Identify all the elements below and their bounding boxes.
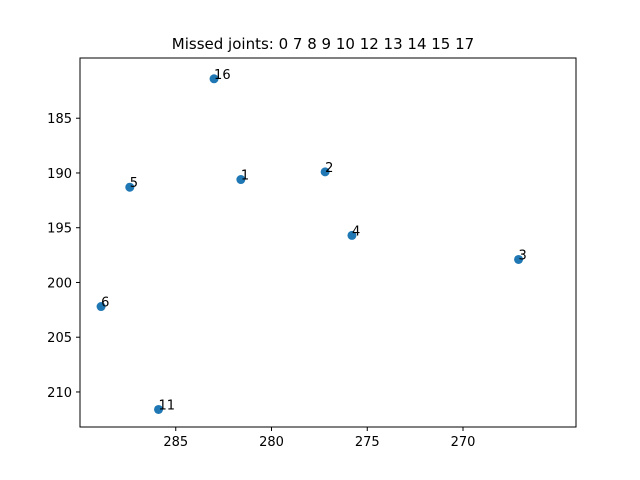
point-label: 11 (159, 398, 176, 413)
data-point (154, 404, 164, 414)
y-tick-label: 195 (47, 222, 72, 237)
point-label: 5 (130, 176, 138, 191)
point-labels: 16 1 2 5 4 3 6 11 (101, 68, 527, 414)
plot-area-frame (79, 57, 577, 428)
point-label: 4 (352, 224, 360, 239)
point-label: 3 (519, 248, 527, 263)
y-tick-label: 190 (47, 167, 72, 182)
data-points (96, 74, 524, 414)
data-point (209, 74, 219, 84)
point-label: 1 (241, 169, 249, 184)
data-point (347, 230, 357, 240)
data-point (320, 167, 330, 177)
x-tick-label: 275 (355, 435, 380, 450)
y-tick-label: 200 (47, 276, 72, 291)
point-label: 2 (325, 161, 333, 176)
data-point (514, 254, 524, 264)
point-label: 6 (101, 296, 109, 311)
data-point (125, 182, 135, 192)
x-tick-label: 285 (163, 435, 188, 450)
y-tick-label: 205 (47, 331, 72, 346)
data-point (96, 302, 106, 312)
y-tick-label: 210 (47, 386, 72, 401)
y-tick-label: 185 (47, 112, 72, 127)
axis-ticks: 285 280 275 270 185 190 195 200 205 210 (47, 112, 475, 450)
x-tick-label: 270 (451, 435, 476, 450)
data-point (236, 175, 246, 185)
chart-title: Missed joints: 0 7 8 9 10 12 13 14 15 17 (172, 35, 474, 53)
point-label: 16 (214, 68, 231, 83)
x-tick-label: 280 (259, 435, 284, 450)
